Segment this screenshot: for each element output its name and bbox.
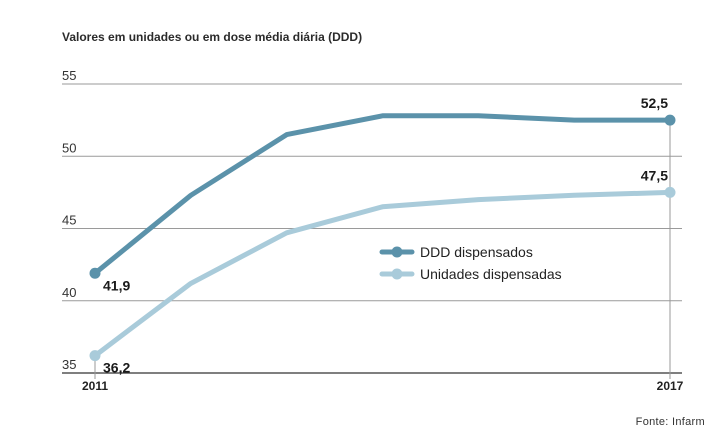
data-labels: 36,2 47,5 41,9 52,5: [103, 95, 668, 376]
legend-marker: [391, 246, 403, 258]
data-label: 41,9: [103, 277, 130, 293]
data-point: [664, 114, 676, 126]
x-tick-label: 2011: [82, 379, 108, 393]
series-line-unidades-dispensadas: [92, 189, 673, 359]
legend-label: Unidades dispensadas: [420, 266, 562, 282]
y-tick-label: 55: [62, 68, 76, 83]
legend: DDD dispensados Unidades dispensadas: [379, 244, 562, 282]
source-note: Fonte: Infarm: [635, 416, 705, 428]
legend-label: DDD dispensados: [420, 244, 533, 260]
y-tick-label: 40: [62, 285, 76, 300]
series-lines: [89, 113, 676, 362]
data-point: [664, 186, 676, 198]
legend-marker: [391, 268, 403, 280]
data-label: 36,2: [103, 360, 130, 376]
x-axis: 2011 2017: [62, 120, 684, 393]
y-axis-ticks: 35 40 45 50 55: [62, 68, 76, 372]
series-line-ddd-dispensados: [92, 113, 673, 276]
data-point: [89, 267, 101, 279]
y-tick-label: 50: [62, 140, 76, 155]
y-tick-label: 45: [62, 213, 76, 228]
y-tick-label: 35: [62, 357, 76, 372]
data-label: 52,5: [641, 95, 668, 111]
x-tick-label: 2017: [657, 379, 684, 393]
data-point: [89, 350, 101, 362]
chart-subtitle: Valores em unidades ou em dose média diá…: [62, 30, 363, 44]
data-label: 47,5: [641, 167, 668, 183]
